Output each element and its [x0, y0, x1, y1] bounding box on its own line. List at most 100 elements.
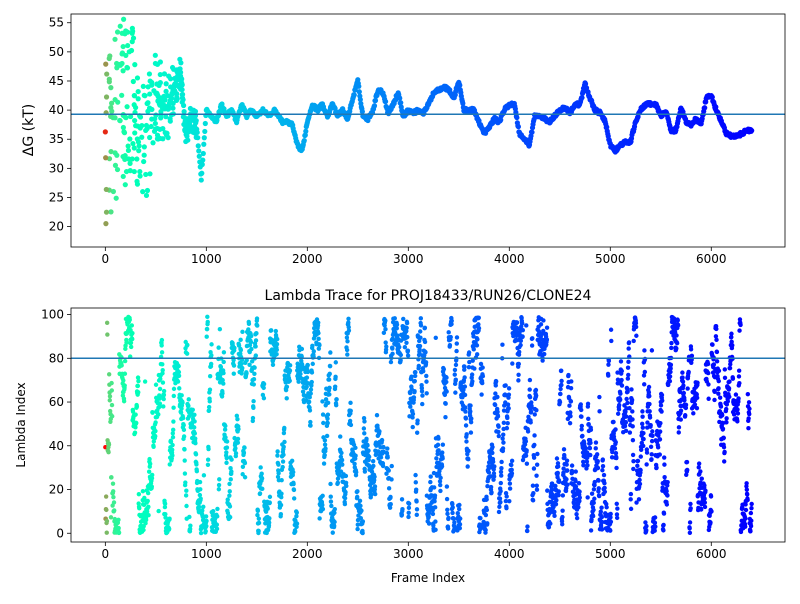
- lambda-point: [596, 493, 602, 499]
- delta-g-point: [196, 148, 202, 154]
- lambda-point: [257, 491, 263, 496]
- lambda-point: [180, 415, 186, 421]
- lambda-point: [161, 392, 167, 398]
- lambda-point: [150, 410, 155, 415]
- lambda-point: [527, 395, 533, 400]
- lambda-point: [221, 359, 226, 365]
- lambda-point: [145, 490, 151, 496]
- lambda-point: [453, 362, 459, 368]
- lambda-point: [282, 439, 287, 445]
- delta-g-point: [178, 78, 184, 84]
- lambda-point: [265, 506, 270, 511]
- lambda-point: [509, 462, 514, 468]
- lambda-point: [453, 377, 458, 382]
- lambda-point: [506, 406, 511, 411]
- lambda-point: [402, 344, 408, 350]
- delta-g-point: [202, 120, 208, 127]
- lambda-point: [444, 496, 450, 502]
- lambda-point: [544, 337, 550, 342]
- lambda-point: [730, 343, 735, 348]
- lambda-point: [221, 381, 226, 386]
- lambda-point: [722, 459, 727, 464]
- delta-g-point: [372, 97, 379, 104]
- lambda-point: [278, 511, 284, 517]
- lambda-point: [308, 423, 313, 428]
- lambda-point: [242, 445, 247, 450]
- delta-g-point: [135, 96, 141, 102]
- lambda-point: [270, 362, 276, 367]
- lambda-point: [130, 330, 135, 336]
- lambda-point: [568, 385, 574, 391]
- lambda-point: [420, 393, 425, 398]
- lambda-point: [294, 521, 300, 526]
- lambda-point: [472, 366, 477, 371]
- lambda-point: [438, 488, 443, 494]
- lambda-point: [516, 372, 521, 377]
- lambda-point: [229, 457, 234, 462]
- delta-g-point: [144, 187, 151, 194]
- lambda-point: [104, 518, 110, 524]
- lambda-point: [252, 371, 257, 376]
- lambda-point: [628, 506, 634, 512]
- lambda-point: [365, 443, 370, 448]
- delta-g-point: [382, 98, 389, 105]
- lambda-point: [186, 397, 191, 402]
- lambda-point: [678, 408, 684, 413]
- lambda-point: [251, 382, 256, 387]
- lambda-point: [279, 478, 284, 483]
- lambda-point: [246, 321, 252, 327]
- lambda-y-axis-label: Lambda Index: [14, 382, 28, 467]
- lambda-point: [404, 340, 409, 345]
- delta-g-points: [102, 16, 755, 227]
- lambda-point: [553, 483, 558, 489]
- delta-g-point: [143, 171, 149, 178]
- lambda-point: [394, 322, 400, 327]
- lambda-point: [721, 435, 726, 441]
- lambda-point: [109, 388, 115, 393]
- lambda-point: [595, 465, 601, 471]
- lambda-point: [528, 409, 534, 414]
- lambda-point: [457, 525, 463, 531]
- delta-g-point: [181, 108, 187, 115]
- lambda-point: [159, 343, 164, 348]
- lambda-point: [309, 379, 314, 385]
- lambda-point: [430, 511, 436, 517]
- lambda-point: [624, 414, 629, 419]
- delta-g-point: [120, 43, 126, 50]
- delta-g-point: [141, 152, 147, 158]
- lambda-point: [694, 395, 700, 401]
- lambda-point: [516, 378, 521, 383]
- delta-g-point: [146, 71, 153, 77]
- lambda-point: [661, 528, 666, 533]
- lambda-point: [600, 457, 606, 462]
- lambda-point: [214, 522, 220, 527]
- lambda-point: [490, 444, 495, 450]
- delta-g-point: [143, 192, 150, 199]
- lambda-point: [332, 506, 337, 512]
- lambda-point: [553, 501, 559, 507]
- lambda-point: [348, 422, 354, 428]
- lambda-point: [316, 336, 321, 342]
- lambda-point: [290, 469, 296, 475]
- lambda-point: [688, 501, 693, 507]
- lambda-point: [175, 379, 181, 384]
- lambda-point: [714, 326, 719, 332]
- lambda-point: [180, 400, 185, 405]
- lambda-point: [235, 440, 241, 445]
- lambda-point: [221, 370, 226, 376]
- lambda-point: [345, 339, 350, 344]
- lambda-point: [585, 463, 590, 468]
- lambda-point: [253, 344, 258, 349]
- lambda-point: [431, 485, 437, 490]
- lambda-point: [699, 476, 704, 481]
- lambda-point: [743, 524, 748, 529]
- lambda-point: [104, 507, 109, 513]
- lambda-point: [424, 391, 429, 396]
- lambda-point: [555, 470, 560, 476]
- y-tick-label: 0: [56, 526, 64, 540]
- lambda-point: [554, 497, 559, 503]
- lambda-point: [159, 337, 165, 343]
- lambda-point: [737, 380, 742, 386]
- lambda-point: [282, 425, 287, 431]
- lambda-point: [322, 452, 327, 458]
